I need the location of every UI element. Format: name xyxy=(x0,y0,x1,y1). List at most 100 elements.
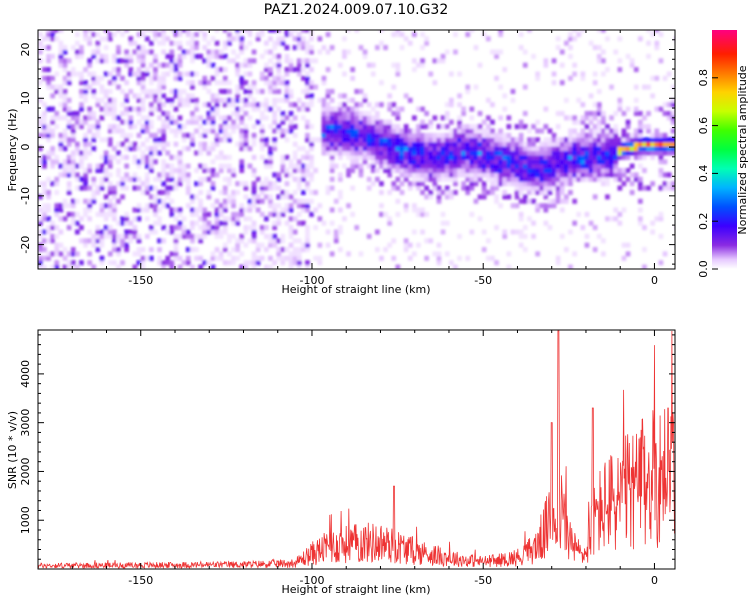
spectrogram-cell xyxy=(144,176,150,182)
spectrogram-cell xyxy=(638,128,643,134)
spectrogram-cell xyxy=(235,30,240,33)
spectrogram-cell xyxy=(50,251,55,257)
spectrogram-cell xyxy=(255,198,261,204)
spectrogram-cell xyxy=(494,168,499,173)
spectrogram-cell xyxy=(124,111,129,116)
spectrogram-cell xyxy=(206,102,212,108)
spectrogram-cell xyxy=(576,163,582,169)
spectrogram-cell xyxy=(214,67,220,73)
spectrogram-cell xyxy=(124,132,129,138)
spectrogram-cell xyxy=(235,106,240,112)
spectrogram-cell xyxy=(222,176,228,182)
spectrogram-cell xyxy=(539,168,545,173)
spectrogram-cell xyxy=(165,229,171,235)
spectrogram-cell xyxy=(243,260,249,266)
spectrogram-cell xyxy=(38,220,43,226)
spectrogram-cell xyxy=(596,168,602,173)
spectrogram-cell xyxy=(231,220,236,226)
spectrogram-cell xyxy=(136,233,142,239)
spectrogram-cell xyxy=(424,194,429,200)
spectrogram-cell xyxy=(412,181,417,187)
spectrogram-cell xyxy=(469,106,475,112)
spectrogram-cell xyxy=(296,185,302,191)
spectrogram-cell xyxy=(305,30,310,33)
spectrogram-cell xyxy=(177,233,183,239)
spectrogram-cell xyxy=(280,80,286,86)
spectrogram-cell xyxy=(149,102,154,108)
spectrogram-cell xyxy=(305,93,310,99)
spectrogram-cell xyxy=(379,30,384,33)
spectrogram-cell xyxy=(177,97,183,103)
spectrogram-cell xyxy=(543,58,549,64)
spectrogram-cell xyxy=(177,225,183,231)
spectrogram-cell xyxy=(465,185,471,191)
spectrogram-cell xyxy=(99,115,105,121)
spectrogram-cell xyxy=(477,124,483,130)
spectrogram-cell xyxy=(284,194,290,200)
spectrogram-cell xyxy=(198,146,203,152)
spectrogram-cell xyxy=(66,75,72,81)
spectrogram-cell xyxy=(490,102,495,108)
spectrogram-cell xyxy=(288,255,294,261)
spectrogram-cell xyxy=(416,62,421,68)
spectrogram-cell xyxy=(259,141,265,147)
spectrogram-cell xyxy=(120,185,125,191)
spectrogram-cell xyxy=(58,62,64,68)
spectrogram-cell xyxy=(494,137,499,143)
spectrogram-cell xyxy=(490,119,495,125)
spectrogram-cell xyxy=(605,172,610,178)
spectrogram-cell xyxy=(309,146,314,152)
spectrogram-cell xyxy=(383,137,388,143)
spectrogram-cell xyxy=(292,229,298,235)
spectrogram-cell xyxy=(157,89,162,94)
spectrogram-cell xyxy=(50,115,55,121)
spectrogram-cell xyxy=(227,40,232,46)
spectrogram-cell xyxy=(358,132,364,138)
spectrogram-cell xyxy=(346,30,351,33)
spectrogram-cell xyxy=(465,163,471,169)
spectrogram-cell xyxy=(218,220,224,226)
spectrogram-cell xyxy=(453,141,458,147)
spectrogram-cell xyxy=(625,146,631,152)
spectrogram-cell xyxy=(605,124,610,130)
spectrogram-cell xyxy=(477,62,483,68)
spectrogram-cell xyxy=(383,163,388,169)
spectrogram-cell xyxy=(465,146,471,152)
spectrogram-cell xyxy=(42,67,47,73)
spectrogram-cell xyxy=(375,150,380,156)
spectrogram-cell xyxy=(547,168,553,173)
spectrogram-cell xyxy=(395,185,401,191)
spectrogram-cell xyxy=(194,207,199,213)
spectrogram-cell xyxy=(157,80,162,86)
spectrogram-cell xyxy=(272,225,277,231)
spectrogram-cell xyxy=(66,71,72,77)
spectrogram-cell xyxy=(584,146,590,152)
spectrogram-cell xyxy=(62,198,68,204)
spectrogram-cell xyxy=(531,154,536,160)
spectrogram-cell xyxy=(522,111,528,116)
spectrogram-cell xyxy=(621,255,627,261)
spectrogram-cell xyxy=(580,225,586,231)
spectrogram-cell xyxy=(350,141,355,147)
spectrogram-cell xyxy=(243,111,249,116)
spectrogram-cell xyxy=(62,137,68,143)
spectrogram-cell xyxy=(313,137,318,143)
spectrogram-cell xyxy=(181,49,187,55)
spectrogram-cell xyxy=(132,93,138,99)
spectrogram-cell xyxy=(494,176,499,182)
spectrogram-cell xyxy=(596,89,602,94)
spectrogram-cell xyxy=(539,150,545,156)
spectrogram-cell xyxy=(136,45,142,51)
spectrogram-cell xyxy=(95,49,101,55)
spectrogram-cell xyxy=(572,168,577,173)
spectrogram-cell xyxy=(506,137,512,143)
spectrogram-cell xyxy=(206,146,212,152)
spectrogram-cell xyxy=(559,49,565,55)
spectrogram-cell xyxy=(658,168,664,173)
spectrogram-cell xyxy=(551,163,557,169)
spectrogram-cell xyxy=(572,150,577,156)
spectrogram-cell xyxy=(568,32,573,37)
spectrogram-cell xyxy=(518,137,524,143)
spectrogram-cell xyxy=(95,229,101,235)
